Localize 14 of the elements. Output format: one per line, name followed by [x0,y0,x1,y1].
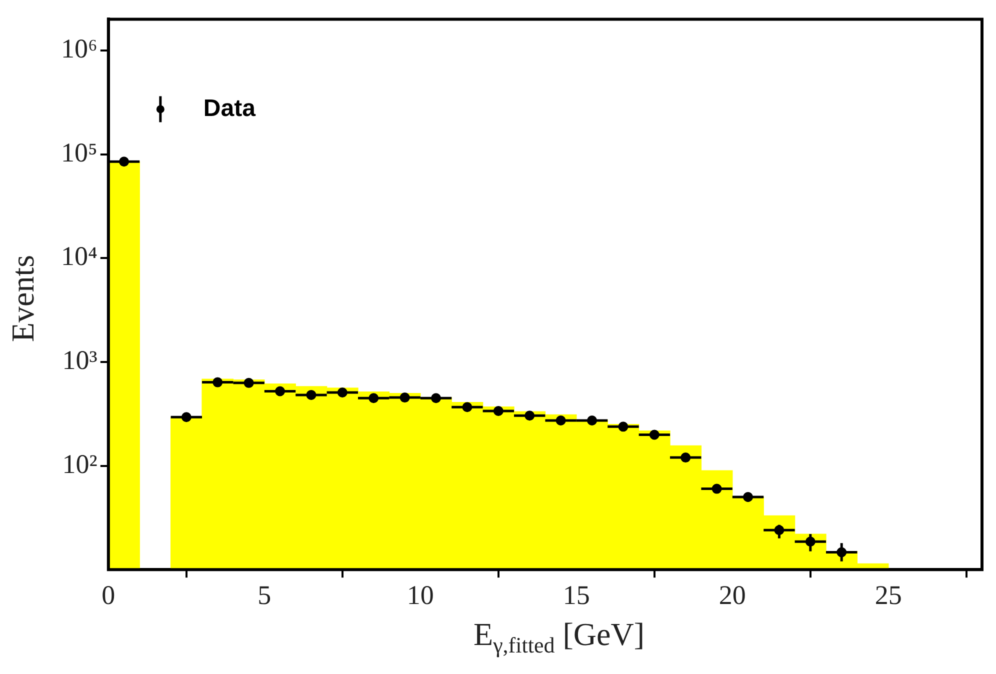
x-tick-label: 15 [562,580,590,610]
y-axis-title: Events [4,254,42,344]
y-tick-label: 10⁴ [60,241,98,272]
x-axis-title: E$_{γ,fitted}$ [GeV] [472,616,646,658]
y-tick-label: 10⁵ [60,137,98,168]
y-tick-label: 10³ [62,345,98,376]
x-tick-label: 5 [258,580,272,610]
legend-label: Data [203,94,256,122]
x-tick-label: 0 [102,580,116,610]
x-tick-label: 20 [718,580,746,610]
y-tick-label: 10² [62,448,98,479]
y-tick-label: 10⁶ [60,34,98,64]
x-tick-label: 10 [406,580,434,610]
x-tick-label: 25 [874,580,902,610]
